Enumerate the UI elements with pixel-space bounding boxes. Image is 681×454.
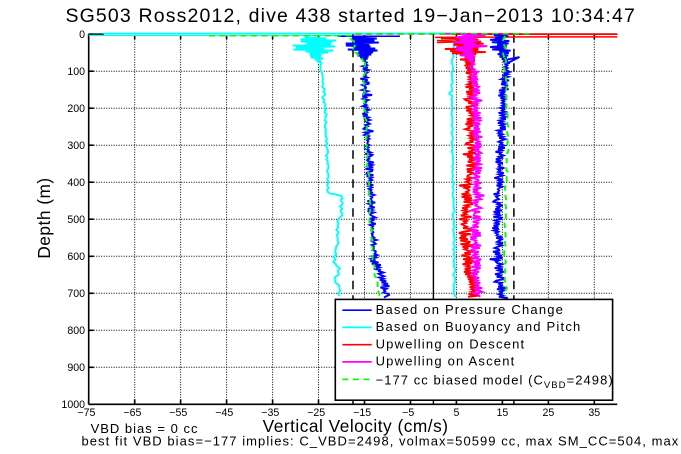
svg-text:35: 35 bbox=[588, 407, 600, 419]
svg-text:15: 15 bbox=[497, 407, 509, 419]
svg-text:300: 300 bbox=[67, 140, 85, 152]
svg-text:200: 200 bbox=[67, 103, 85, 115]
svg-text:−35: −35 bbox=[261, 407, 279, 419]
svg-text:SG503 Ross2012, dive 438 start: SG503 Ross2012, dive 438 started 19−Jan−… bbox=[65, 5, 636, 27]
svg-text:−65: −65 bbox=[123, 407, 141, 419]
svg-text:VBD bias = 0 cc: VBD bias = 0 cc bbox=[91, 421, 199, 436]
svg-text:Upwelling on Descent: Upwelling on Descent bbox=[376, 336, 526, 351]
svg-text:best fit VBD bias=−177 implies: best fit VBD bias=−177 implies: C_VBD=24… bbox=[82, 434, 680, 449]
svg-text:−55: −55 bbox=[169, 407, 187, 419]
svg-text:1000: 1000 bbox=[61, 399, 85, 411]
svg-text:0: 0 bbox=[79, 29, 85, 41]
svg-text:−5: −5 bbox=[402, 407, 414, 419]
svg-text:−15: −15 bbox=[353, 407, 371, 419]
svg-text:−75: −75 bbox=[77, 407, 95, 419]
svg-text:Based on Buoyancy and Pitch: Based on Buoyancy and Pitch bbox=[376, 319, 582, 334]
svg-text:Upwelling on Ascent: Upwelling on Ascent bbox=[376, 354, 516, 369]
svg-text:100: 100 bbox=[67, 66, 85, 78]
svg-text:−45: −45 bbox=[215, 407, 233, 419]
svg-text:5: 5 bbox=[453, 407, 459, 419]
svg-text:800: 800 bbox=[67, 325, 85, 337]
svg-text:900: 900 bbox=[67, 362, 85, 374]
svg-text:600: 600 bbox=[67, 251, 85, 263]
svg-text:−25: −25 bbox=[307, 407, 325, 419]
svg-text:Vertical Velocity (cm/s): Vertical Velocity (cm/s) bbox=[263, 416, 449, 436]
svg-text:25: 25 bbox=[543, 407, 555, 419]
svg-text:700: 700 bbox=[67, 288, 85, 300]
svg-text:Depth (m): Depth (m) bbox=[34, 177, 54, 258]
svg-text:400: 400 bbox=[67, 177, 85, 189]
svg-text:Based on Pressure Change: Based on Pressure Change bbox=[376, 302, 565, 317]
svg-text:500: 500 bbox=[67, 214, 85, 226]
